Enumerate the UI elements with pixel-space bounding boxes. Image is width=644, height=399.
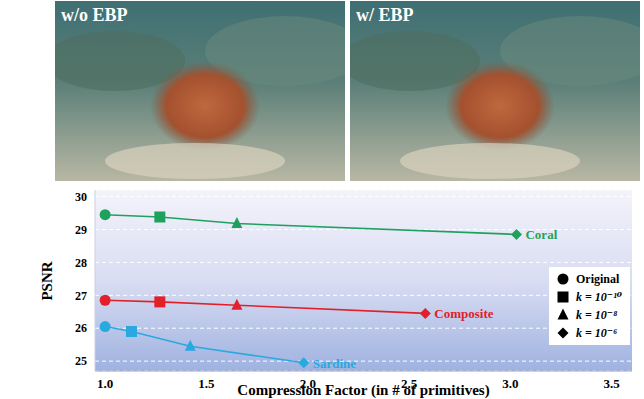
svg-text:Coral: Coral [525, 227, 557, 242]
svg-text:25: 25 [75, 354, 87, 368]
html-text:k = 10⁻¹⁰: k = 10⁻¹⁰ [576, 290, 622, 304]
html-text:Original: Original [576, 272, 620, 286]
svg-text:3.0: 3.0 [502, 376, 518, 391]
html-text:k = 10⁻⁸: k = 10⁻⁸ [576, 308, 618, 322]
html-text:k = 10⁻⁶: k = 10⁻⁶ [576, 326, 618, 340]
svg-text:28: 28 [75, 256, 87, 270]
svg-text:3.5: 3.5 [604, 376, 621, 391]
html-text:PSNR: PSNR [38, 260, 55, 301]
svg-text:26: 26 [75, 321, 87, 335]
svg-text:1.0: 1.0 [97, 376, 113, 391]
svg-text:1.5: 1.5 [198, 376, 215, 391]
svg-text:27: 27 [75, 289, 87, 303]
svg-text:Composite: Composite [434, 306, 493, 321]
html-text:w/o EBP: w/o EBP [61, 5, 128, 25]
html-text:Compression Factor (in # of pr: Compression Factor (in # of primitives) [237, 382, 490, 398]
svg-text:Sardine: Sardine [313, 356, 357, 371]
html-text:w/ EBP: w/ EBP [356, 5, 414, 25]
svg-text:29: 29 [75, 223, 87, 237]
svg-text:30: 30 [75, 190, 87, 204]
